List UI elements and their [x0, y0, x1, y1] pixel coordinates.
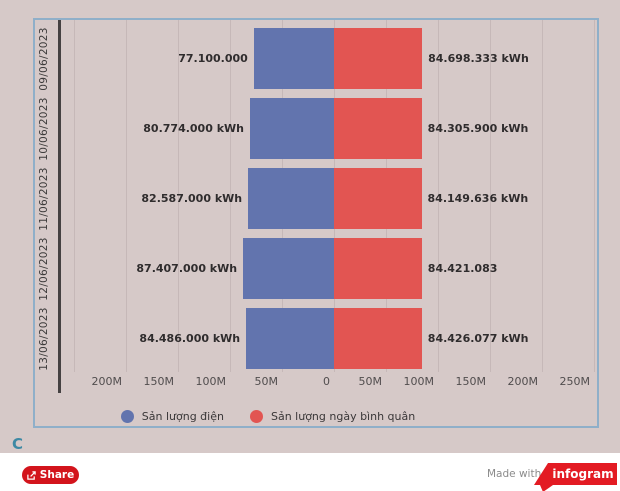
x-tick-label: 100M: [195, 375, 227, 388]
gridline: [177, 20, 179, 372]
x-tick-label: 0: [323, 375, 330, 388]
date-label: 13/06/2023: [38, 306, 50, 371]
value-label-right: 84.149.636 kWh: [427, 192, 529, 205]
infogram-wordmark: infogram: [552, 467, 614, 481]
bar-san-luong-dien[interactable]: [249, 98, 334, 159]
infogram-logo[interactable]: infogram: [533, 463, 618, 491]
bar-san-luong-ngay-binh-quan[interactable]: [334, 168, 422, 229]
bar-san-luong-ngay-binh-quan[interactable]: [334, 28, 423, 89]
value-label-right: 84.698.333 kWh: [428, 52, 529, 65]
date-label: 12/06/2023: [38, 236, 50, 301]
share-icon: [27, 470, 36, 480]
gridline: [73, 20, 75, 372]
bar-san-luong-dien[interactable]: [246, 308, 334, 369]
legend-label: Sản lượng điện: [141, 410, 224, 423]
value-label-left: 87.407.000 kWh: [136, 262, 238, 275]
gridline: [593, 20, 595, 372]
gridline: [489, 20, 491, 372]
bar-san-luong-ngay-binh-quan[interactable]: [334, 98, 422, 159]
bar-san-luong-dien[interactable]: [248, 168, 334, 229]
bar-san-luong-ngay-binh-quan[interactable]: [334, 308, 422, 369]
gridline: [125, 20, 127, 372]
infogram-flag-icon: [534, 463, 617, 491]
x-tick-label: 200M: [91, 375, 123, 388]
gridline: [229, 20, 231, 372]
date-label: 10/06/2023: [38, 96, 50, 161]
y-axis-line: [58, 20, 61, 393]
legend-item[interactable]: Sản lượng điện: [120, 410, 224, 423]
value-label-left: 84.486.000 kWh: [139, 332, 241, 345]
x-tick-label: 50M: [254, 375, 279, 388]
date-label: 09/06/2023: [38, 26, 50, 91]
share-button-label: Share: [39, 469, 75, 481]
bar-san-luong-dien[interactable]: [243, 238, 334, 299]
bar-san-luong-dien[interactable]: [253, 28, 334, 89]
x-tick-label: 150M: [455, 375, 487, 388]
legend-dot-icon: [249, 410, 263, 423]
value-label-left: 80.774.000 kWh: [143, 122, 244, 135]
value-label-right: 84.421.083: [427, 262, 498, 275]
x-tick-label: 100M: [403, 375, 435, 388]
chart-legend: Sản lượng điện Sản lượng ngày bình quân: [0, 410, 551, 423]
gridline: [437, 20, 439, 372]
x-tick-label: 250M: [559, 375, 591, 388]
refresh-spinner-icon: C: [12, 435, 24, 453]
x-tick-label: 200M: [507, 375, 539, 388]
value-label-right: 84.426.077 kWh: [427, 332, 529, 345]
legend-dot-icon: [120, 410, 134, 423]
share-button[interactable]: Share: [22, 466, 79, 484]
value-label-left: 82.587.000 kWh: [141, 192, 243, 205]
gridline: [541, 20, 543, 372]
value-label-left: 77.100.000: [178, 52, 248, 65]
made-with-text: Made with: [487, 468, 542, 480]
bar-san-luong-ngay-binh-quan[interactable]: [334, 238, 422, 299]
x-tick-label: 150M: [143, 375, 175, 388]
legend-item[interactable]: Sản lượng ngày bình quân: [249, 410, 416, 423]
value-label-right: 84.305.900 kWh: [427, 122, 529, 135]
date-label: 11/06/2023: [38, 166, 50, 231]
legend-label: Sản lượng ngày bình quân: [270, 410, 416, 423]
x-tick-label: 50M: [358, 375, 383, 388]
